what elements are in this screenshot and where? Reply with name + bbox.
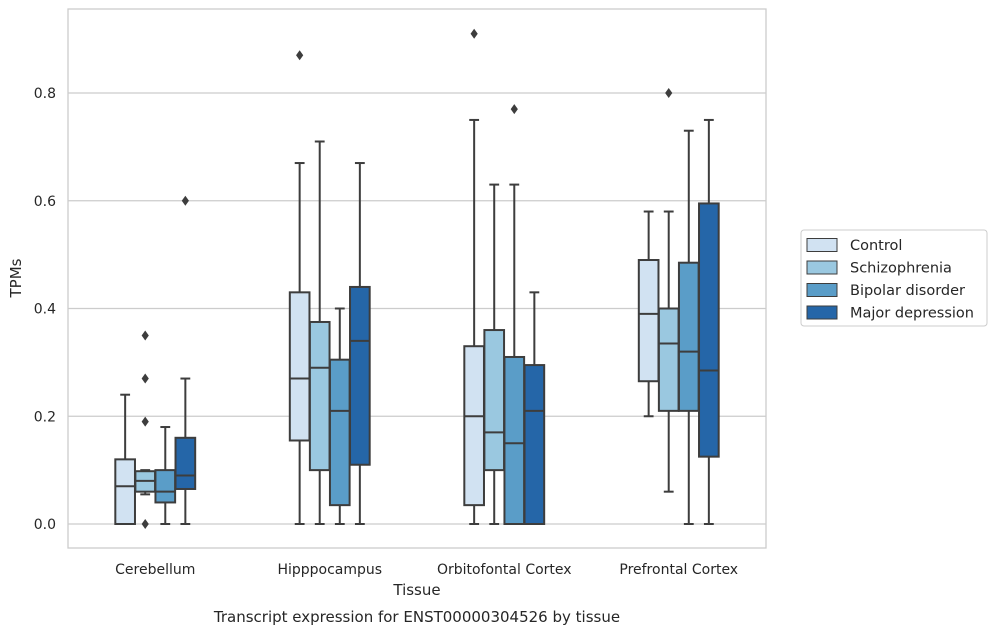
outlier-marker: [181, 195, 189, 206]
box-group: [463, 28, 485, 525]
iqr-box: [288, 291, 311, 442]
y-tick-label: 0.0: [34, 517, 56, 533]
chart-caption: Transcript expression for ENST0000030452…: [213, 608, 620, 626]
legend-swatch: [806, 260, 838, 275]
iqr-box: [637, 259, 660, 383]
legend-label: Bipolar disorder: [850, 283, 965, 299]
iqr-box: [349, 285, 371, 466]
x-tick-label: Prefrontal Cortex: [619, 562, 738, 578]
y-tick-label: 0.4: [34, 302, 56, 318]
box-group: [174, 195, 197, 525]
iqr-box: [483, 329, 506, 472]
x-tick-labels: Cerebellum Hipppocampus Orbitofontal Corte…: [115, 562, 738, 578]
box-group: [349, 162, 371, 525]
outlier-marker: [296, 50, 304, 61]
iqr-box: [463, 345, 485, 507]
box-group: [328, 307, 351, 525]
outlier-marker: [141, 330, 149, 341]
iqr-box: [657, 307, 680, 412]
legend-label: Schizophrenia: [850, 261, 952, 277]
legend-swatch: [806, 238, 838, 252]
iqr-box: [308, 320, 331, 472]
plot-area-background: [68, 9, 766, 548]
legend-swatch: [806, 283, 838, 297]
iqr-box: [677, 261, 700, 412]
box-group: [154, 426, 177, 525]
box-group: [523, 291, 546, 525]
outlier-marker: [665, 88, 673, 98]
legend-label: Control: [850, 238, 902, 254]
outlier-marker: [141, 519, 149, 529]
box-group: [677, 129, 700, 525]
box-group: [698, 118, 720, 525]
x-tick-label: Hipppocampus: [277, 562, 382, 578]
outlier-marker: [141, 373, 149, 384]
box-group: [134, 330, 157, 529]
y-tick-labels: 0.0 0.2 0.4 0.6 0.8: [34, 86, 56, 533]
x-tick-label: Cerebellum: [115, 562, 195, 578]
iqr-box: [154, 469, 177, 504]
legend-label: Major depression: [850, 306, 974, 322]
outlier-marker: [141, 416, 149, 427]
x-tick-label: Orbitofontal Cortex: [437, 562, 572, 578]
boxes-layer: [114, 28, 720, 529]
x-axis-title: Tissue: [392, 581, 440, 599]
legend-swatch: [806, 305, 838, 320]
iqr-box: [114, 458, 136, 526]
legend-frame: [800, 229, 988, 327]
iqr-box: [174, 436, 197, 490]
plot-area-frame: [67, 8, 767, 549]
legend: Control Schizophrenia Bipolar disorder Majo…: [800, 229, 988, 327]
y-axis-title: TPMs: [7, 258, 25, 298]
box-group: [503, 104, 526, 525]
box-group: [657, 88, 680, 493]
y-tick-label: 0.6: [34, 194, 56, 210]
y-tick-label: 0.8: [34, 86, 56, 102]
iqr-box: [503, 355, 526, 525]
iqr-box: [328, 358, 351, 507]
iqr-box: [698, 202, 720, 458]
iqr-box: [523, 364, 546, 525]
outlier-marker: [470, 28, 478, 39]
outlier-marker: [510, 104, 518, 115]
y-tick-label: 0.2: [34, 409, 56, 425]
